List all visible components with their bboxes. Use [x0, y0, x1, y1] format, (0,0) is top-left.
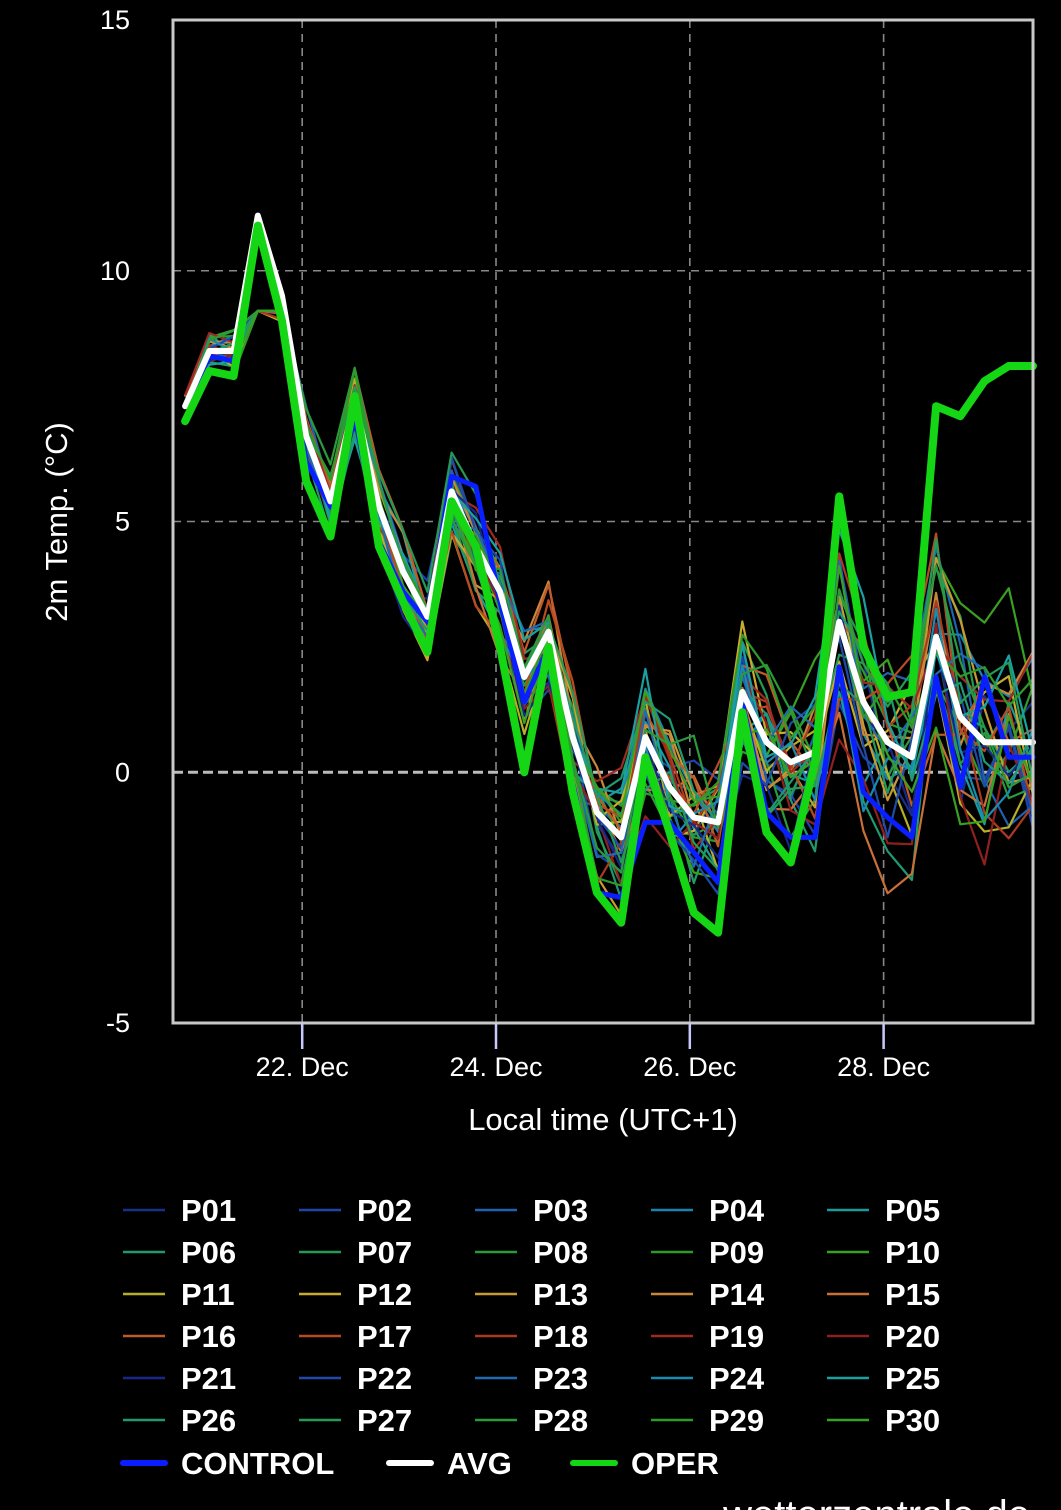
y-tick-label: -5: [106, 1008, 130, 1038]
legend-label-p20: P20: [885, 1319, 940, 1354]
legend-label-p10: P10: [885, 1235, 940, 1270]
x-tick-label: 22. Dec: [256, 1052, 349, 1082]
y-tick-label: 15: [100, 5, 130, 35]
legend-label-p25: P25: [885, 1361, 940, 1396]
legend-label-p30: P30: [885, 1403, 940, 1438]
legend-label-p11: P11: [181, 1277, 234, 1312]
legend-label-p17: P17: [357, 1319, 412, 1354]
legend-label-p08: P08: [533, 1235, 588, 1270]
member-line-p17: [184, 309, 1035, 820]
legend-label-p18: P18: [533, 1319, 588, 1354]
y-axis-label: 2m Temp. (°C): [39, 422, 74, 622]
y-tick-label: 10: [100, 256, 130, 286]
x-axis-label: Local time (UTC+1): [468, 1102, 738, 1137]
legend-label-p24: P24: [709, 1361, 765, 1396]
legend-label-p01: P01: [181, 1193, 236, 1228]
legend-label-p05: P05: [885, 1193, 940, 1228]
series-line-oper: [181, 221, 1037, 937]
legend-label-p09: P09: [709, 1235, 764, 1270]
legend-label-avg: AVG: [447, 1446, 512, 1481]
x-tick-label: 28. Dec: [837, 1052, 930, 1082]
member-line-p03: [184, 309, 1034, 829]
legend-label-p03: P03: [533, 1193, 588, 1228]
legend-label-p02: P02: [357, 1193, 412, 1228]
legend-label-p15: P15: [885, 1277, 940, 1312]
legend-label-p13: P13: [533, 1277, 588, 1312]
member-line-p01: [184, 309, 1034, 860]
legend-label-oper: OPER: [631, 1446, 719, 1481]
legend-label-p23: P23: [533, 1361, 588, 1396]
legend-label-p22: P22: [357, 1361, 412, 1396]
member-line-p25: [184, 309, 1035, 822]
legend-label-p27: P27: [357, 1403, 412, 1438]
legend-label-p06: P06: [181, 1235, 236, 1270]
x-tick-label: 26. Dec: [643, 1052, 736, 1082]
legend-label-p12: P12: [357, 1277, 412, 1312]
grid-lines: [173, 20, 1033, 1023]
legend-label-p14: P14: [709, 1277, 765, 1312]
legend-label-p28: P28: [533, 1403, 588, 1438]
legend-label-p26: P26: [181, 1403, 236, 1438]
plot-frame: [171, 18, 1035, 1025]
series-line-avg: [182, 212, 1036, 841]
member-line-p16: [184, 309, 1034, 848]
legend-label-p04: P04: [709, 1193, 765, 1228]
y-tick-label: 5: [115, 507, 130, 537]
legend: P01 P02 P03 P04 P05 P06 P07 P08 P09 P10 P11 P12 P13 P…: [120, 1193, 940, 1481]
legend-label-control: CONTROL: [181, 1446, 334, 1481]
legend-label-p29: P29: [709, 1403, 764, 1438]
y-tick-label: 0: [115, 757, 130, 787]
main-series-lines: [181, 212, 1037, 937]
legend-label-p16: P16: [181, 1319, 236, 1354]
legend-label-p07: P07: [357, 1235, 412, 1270]
x-tick-label: 24. Dec: [449, 1052, 542, 1082]
x-axis-ticks: 22. Dec 24. Dec 26. Dec 28. Dec: [256, 1023, 930, 1082]
site-credit: wetterzentrale.de: [722, 1493, 1030, 1510]
legend-label-p21: P21: [181, 1361, 236, 1396]
y-axis-ticks: 15 10 5 0 -5: [100, 5, 130, 1038]
legend-label-p19: P19: [709, 1319, 764, 1354]
